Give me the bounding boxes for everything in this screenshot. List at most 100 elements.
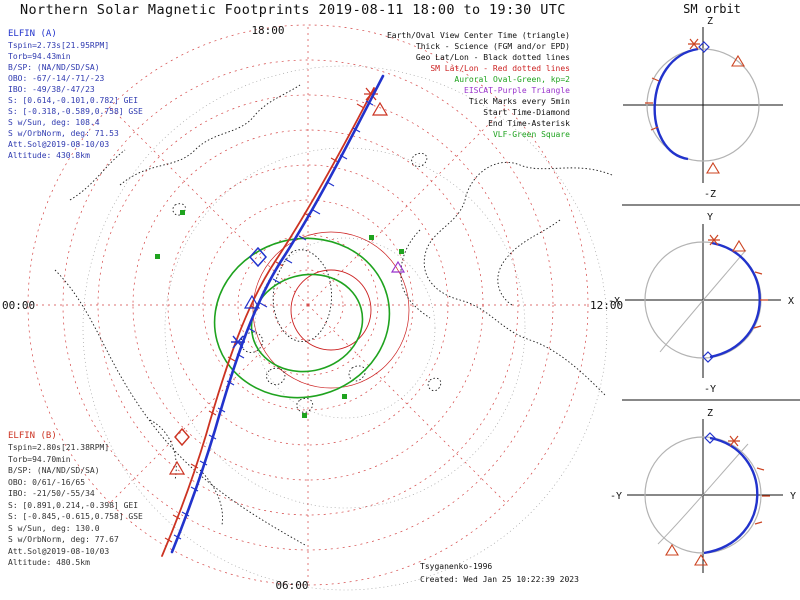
elfin-b-line: S: [0.891,0.214,-0.398] GEI (8, 501, 138, 510)
axis-label: -Z (704, 189, 716, 200)
dial-label-06: 06:00 (275, 579, 308, 592)
elfin-a-line: S: [-0.318,-0.589,0.758] GSE (8, 107, 143, 116)
elfin-a-ticks (173, 100, 374, 540)
axis-label: -Y (610, 491, 622, 502)
geo-lat-circle (164, 147, 526, 509)
orbit-ticks (753, 271, 768, 329)
sm-lat-circle (237, 234, 379, 376)
elfin-a-line: S w/Sun, deg: 108.4 (8, 118, 100, 127)
coastline (497, 219, 561, 306)
legend-line: Earth/Oval View Center Time (triangle) (387, 31, 570, 40)
vlf-square (155, 254, 160, 259)
legend-line: Tick Marks every 5min (469, 97, 570, 106)
elfin-a-line: Torb=94.43min (8, 52, 71, 61)
vlf-square (180, 210, 185, 215)
legend-line: EISCAT-Purple Triangle (464, 86, 570, 95)
orbit-triangle-icon (732, 239, 746, 252)
legend-line: End Time-Asterisk (488, 119, 570, 128)
elfin-a-line: IBO: -49/38/-47/23 (8, 85, 95, 94)
elfin-a-line: S: [0.614,-0.101,0.782] GEI (8, 96, 138, 105)
page-title: Northern Solar Magnetic Footprints 2019-… (20, 2, 566, 18)
vlf-stations (155, 210, 404, 418)
elfin-b-path (161, 87, 375, 557)
coastline (119, 84, 301, 186)
geo-lat-circle (254, 237, 436, 419)
elfin-b-info: ELFIN (B) Tspin=2.80s[21.38RPM] Torb=94.… (8, 431, 143, 567)
legend-line: Auroral Oval-Green, kp=2 (454, 75, 570, 84)
coastline (199, 469, 223, 526)
orbit-asterisk-icon (708, 234, 720, 246)
orbit-triangle-icon (694, 553, 708, 566)
elfin-a-line: Att.Sol@2019-08-10/03 (8, 140, 109, 149)
elfin-a-line: Tspin=2.73s[21.95RPM] (8, 41, 109, 50)
elfin-b-line: Torb=94.70min (8, 455, 71, 464)
sm-orbit-panels: SM orbit Z -Z Y (608, 2, 800, 573)
sm-orbit-title: SM orbit (683, 2, 741, 16)
axis-label: Z (707, 408, 713, 419)
sm-lat-circle (202, 199, 414, 411)
vlf-square (342, 394, 347, 399)
elfin-b-line: Tspin=2.80s[21.38RPM] (8, 443, 109, 452)
elfin-b-line: Att.Sol@2019-08-10/03 (8, 547, 109, 556)
legend: Earth/Oval View Center Time (triangle) T… (387, 31, 570, 139)
sm-grid (27, 24, 589, 586)
orbit-triangle-icon (706, 161, 720, 174)
elfin-b-triangle-icon (168, 460, 186, 475)
sm-pole-circle (252, 231, 410, 389)
vlf-square (399, 249, 404, 254)
elfin-b-line: S w/OrbNorm, deg: 77.67 (8, 535, 119, 544)
legend-line: VLF-Green Square (493, 130, 570, 139)
legend-line: Geo Lat/Lon - Black dotted lines (416, 53, 570, 62)
orbit-diamond-icon (702, 351, 714, 363)
orbit-panel-xz: Z -Z (623, 16, 783, 200)
orbit-panel-xy: Y -Y -X X (608, 212, 794, 395)
elfin-b-line: S w/Sun, deg: 130.0 (8, 524, 100, 533)
elfin-b-name: ELFIN (B) (8, 431, 57, 441)
dial-label-18: 18:00 (251, 24, 284, 37)
elfin-a-path (170, 74, 385, 554)
coastline (348, 365, 366, 382)
eiscat-triangle-icon (390, 260, 406, 273)
sm-lat-circle (272, 269, 344, 341)
elfin-a-info: ELFIN (A) Tspin=2.73s[21.95RPM] Torb=94.… (8, 29, 143, 160)
coastline (400, 229, 431, 319)
sm-pole-circles (252, 231, 410, 389)
coastline (69, 149, 126, 201)
coastline (411, 152, 428, 167)
coastline (427, 377, 442, 392)
axis-label: Z (707, 16, 713, 27)
model-label: Tsyganenko-1996 (420, 562, 492, 571)
orbit-plane-edge (659, 249, 747, 353)
axis-label: -X (608, 296, 620, 307)
orbit-diamond-icon (698, 41, 710, 53)
created-label: Created: Wed Jan 25 10:22:39 2023 (420, 575, 579, 584)
elfin-a-center-triangle-icon (243, 294, 261, 309)
auroral-oval (213, 237, 391, 399)
coastlines (54, 84, 613, 546)
vlf-square (302, 413, 307, 418)
orbit-diamond-icon (704, 432, 716, 444)
sm-lat-circle (27, 24, 589, 586)
elfin-a-track (170, 74, 385, 554)
elfin-b-line: S: [-0.845,-0.615,0.758] GSE (8, 512, 143, 521)
axis-label: Y (790, 491, 796, 502)
elfin-b-line: OBO: 0/61/-16/65 (8, 478, 85, 487)
orbit-outline (644, 436, 762, 554)
sm-pole-circle (290, 269, 372, 351)
orbit-outline (646, 48, 760, 162)
orbit-ticks (754, 467, 770, 525)
sm-lon-spoke (109, 304, 309, 504)
orbit-asterisk-icon (728, 435, 740, 447)
auroral-oval-outer (213, 237, 391, 399)
orbit-science-arc (703, 436, 759, 555)
elfin-b-start-diamond-icon (174, 427, 190, 447)
sm-lat-circle (62, 59, 554, 551)
axis-label: -Y (704, 384, 716, 395)
orbit-ticks (645, 77, 660, 131)
vlf-square (369, 235, 374, 240)
orbit-asterisk-icon (688, 38, 700, 50)
geo-lat-circle (82, 65, 608, 591)
elfin-a-line: S w/OrbNorm, deg: 71.53 (8, 129, 119, 138)
